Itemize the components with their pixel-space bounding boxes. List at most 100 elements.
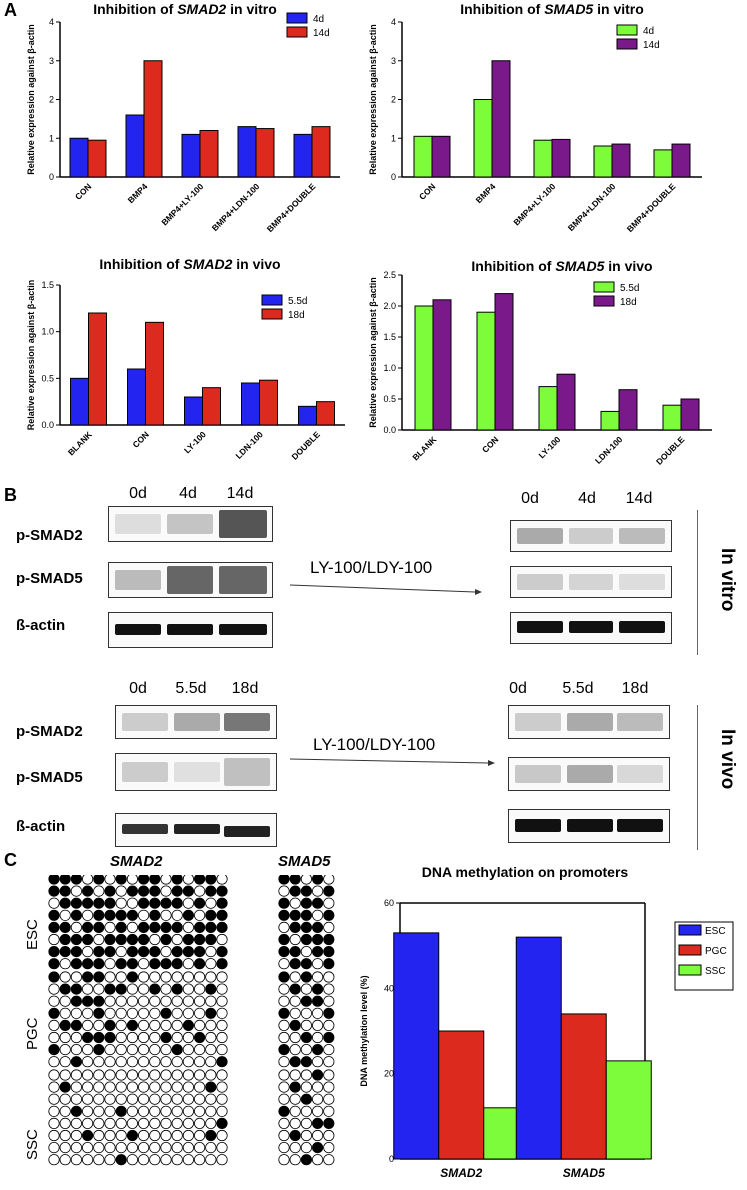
legend-label: SSC (705, 966, 726, 977)
cpg-site (138, 875, 150, 885)
cpg-site (160, 1093, 172, 1105)
band (167, 623, 213, 635)
cpg-site (171, 1069, 183, 1081)
lane-label: 14d (226, 485, 254, 502)
cpg-site (171, 897, 183, 909)
cpg-site (194, 1069, 206, 1081)
cpg-site (311, 946, 324, 958)
cpg-site (182, 909, 194, 921)
category-label: LDN-100 (233, 429, 265, 461)
cpg-site (205, 921, 217, 934)
cpg-site (205, 933, 217, 946)
cpg-site (104, 1093, 116, 1105)
band (122, 824, 168, 834)
chart-dna-methylation: DNA methylation on promoters DNA methylat… (355, 855, 747, 1185)
cpg-site (81, 1117, 94, 1129)
cpg-site (149, 1007, 161, 1019)
chart-title: Inhibition of SMAD5 in vivo (471, 258, 652, 274)
y-tick-label: 0.0 (383, 425, 396, 435)
cpg-site (182, 1081, 194, 1093)
cpg-site (300, 1044, 312, 1056)
y-tick-label: 4 (49, 17, 54, 27)
cpg-site (138, 1117, 150, 1129)
cpg-site (104, 921, 116, 934)
cpg-site (59, 1031, 71, 1044)
cpg-site (59, 971, 71, 983)
cpg-site (93, 983, 105, 995)
band (167, 565, 213, 595)
cpg-site (93, 946, 105, 958)
cpg-site (205, 1105, 217, 1117)
cpg-site (138, 946, 150, 958)
cpg-site (104, 995, 116, 1007)
cpg-site (216, 946, 228, 958)
category-label: BMP4+DOUBLE (625, 181, 678, 234)
cpg-site (70, 1081, 83, 1093)
legend-label: 14d (313, 28, 330, 39)
cpg-site (160, 1105, 172, 1117)
cpg-site (126, 875, 138, 885)
cpg-site (160, 971, 172, 983)
cpg-site (70, 995, 83, 1007)
category-label: BMP4 (126, 181, 150, 205)
bar (593, 145, 613, 178)
band (617, 765, 663, 783)
cpg-site (205, 1069, 217, 1081)
cpg-site (182, 995, 194, 1007)
cpg-site (216, 1056, 228, 1068)
cpg-site (149, 933, 161, 946)
cpg-site (70, 1105, 83, 1117)
category-label: DOUBLE (289, 429, 322, 462)
cpg-site (171, 1154, 183, 1166)
cpg-site (126, 1081, 139, 1093)
cpg-site (194, 933, 206, 946)
cpg-site (93, 1056, 105, 1068)
bar (237, 126, 257, 178)
cpg-site (81, 1141, 94, 1154)
blot-p-smad5-vivo (115, 753, 277, 791)
cpg-site (81, 971, 94, 983)
bar (88, 312, 107, 426)
cpg-site (194, 971, 206, 983)
cpg-site (126, 1007, 139, 1019)
cpg-site (323, 1044, 335, 1056)
cpg-site (59, 1007, 71, 1019)
cpg-site (311, 1081, 324, 1093)
cpg-site (160, 1141, 172, 1154)
cpg-site (48, 1081, 60, 1093)
cpg-site (59, 995, 71, 1007)
cpg-site (182, 897, 194, 909)
cpg-site (48, 885, 60, 897)
legend-label: 14d (643, 40, 660, 51)
cpg-site (126, 1129, 139, 1142)
y-tick-label: 2.0 (383, 301, 396, 311)
cpg-site (182, 1056, 194, 1068)
cpg-site (311, 1044, 324, 1056)
cpg-site (126, 971, 139, 983)
cpg-site (149, 897, 161, 909)
cpg-site (216, 1031, 228, 1044)
cpg-site (160, 1019, 172, 1031)
cpg-site (149, 1081, 161, 1093)
cpg-site (59, 1056, 71, 1068)
cpg-site (278, 946, 290, 958)
cpg-site (138, 958, 150, 970)
band (174, 823, 220, 835)
cpg-site (48, 1019, 60, 1031)
cpg-site (126, 1141, 139, 1154)
cpg-site (115, 1056, 127, 1068)
bar (316, 401, 335, 426)
treatment-label: LY-100/LDY-100 (313, 735, 436, 754)
legend-label: 4d (643, 26, 654, 37)
lane-label: 0d (521, 490, 539, 507)
cpg-site (59, 1069, 71, 1081)
cpg-site (138, 1105, 150, 1117)
cpg-site (289, 1093, 301, 1105)
cpg-site (149, 1105, 161, 1117)
lane-label: 0d (509, 680, 527, 697)
cpg-site (182, 1019, 194, 1031)
cpg-site (216, 983, 228, 995)
cpg-site (126, 1117, 139, 1129)
y-axis-label: Relative expression against β-actin (26, 24, 36, 175)
cpg-site (300, 1154, 312, 1166)
